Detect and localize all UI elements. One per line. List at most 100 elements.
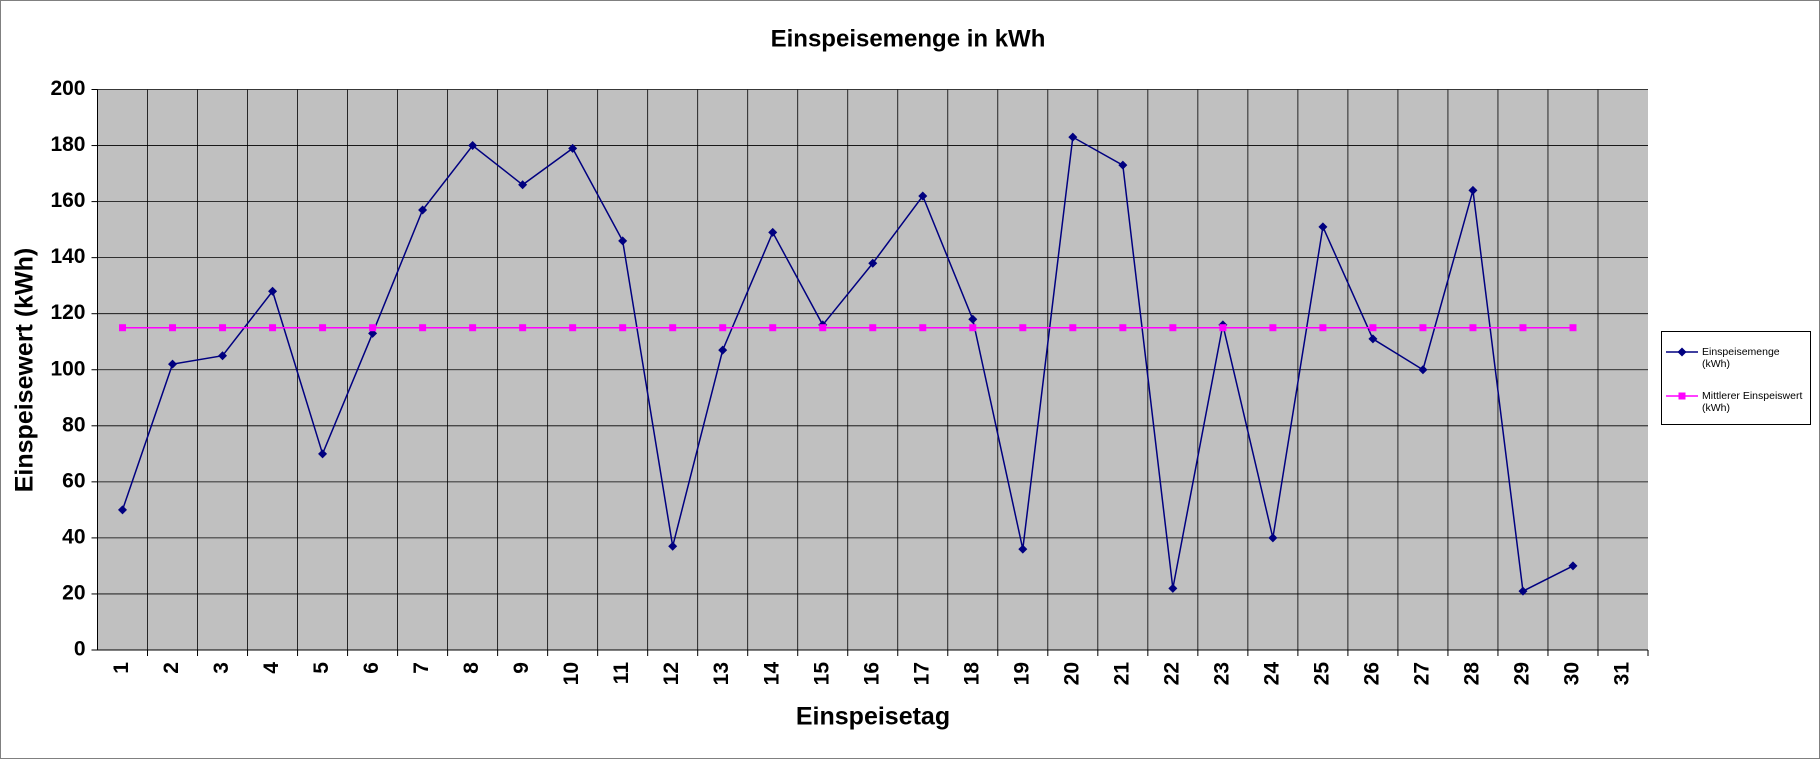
marker (969, 324, 977, 332)
marker (318, 449, 328, 459)
x-tick-label: 6 (360, 662, 383, 674)
marker (1468, 185, 1478, 195)
x-tick-label: 5 (310, 662, 333, 674)
x-tick-label: 17 (910, 662, 933, 685)
y-tick-label: 140 (50, 245, 85, 268)
marker (1418, 365, 1428, 375)
y-tick-label: 100 (50, 357, 85, 380)
x-tick-label: 25 (1310, 662, 1333, 686)
y-tick-label: 80 (62, 413, 85, 436)
x-tick-label: 31 (1611, 662, 1634, 686)
x-tick-label: 8 (460, 662, 483, 674)
y-tick-label: 60 (62, 469, 85, 492)
y-tick-label: 20 (62, 581, 85, 604)
x-tick-label: 26 (1360, 662, 1383, 685)
x-tick-label: 22 (1160, 662, 1183, 685)
marker (269, 324, 277, 332)
marker (119, 324, 127, 332)
y-tick-label: 200 (50, 77, 85, 100)
marker (1568, 561, 1578, 571)
x-tick-label: 16 (860, 662, 883, 685)
legend-label: Mittlerer Einspeiswert (kWh) (1702, 390, 1803, 414)
x-tick-label: 4 (260, 662, 283, 674)
marker (1319, 324, 1327, 332)
x-tick-label: 7 (410, 662, 433, 674)
y-tick-label: 120 (50, 301, 85, 324)
marker (518, 180, 528, 190)
legend: Einspeisemenge (kWh) Mittlerer Einspeiswe… (1661, 331, 1811, 425)
marker (1369, 324, 1377, 332)
marker (668, 541, 678, 551)
marker (618, 236, 628, 246)
y-tick-label: 40 (62, 525, 85, 548)
legend-symbol (1666, 392, 1698, 400)
marker (219, 324, 227, 332)
marker (118, 505, 128, 515)
marker (1368, 334, 1378, 344)
marker (218, 351, 228, 361)
y-axis-label: Einspeisewert (kWh) (11, 248, 39, 493)
marker (1469, 324, 1477, 332)
marker (1168, 583, 1178, 593)
x-tick-label: 10 (560, 662, 583, 685)
marker (1268, 533, 1278, 543)
marker (319, 324, 327, 332)
legend-symbol (1666, 347, 1698, 357)
series-line (121, 135, 1574, 593)
marker (718, 345, 728, 355)
marker (268, 286, 278, 296)
x-tick-label: 27 (1410, 662, 1433, 685)
x-axis-label: Einspeisetag (796, 703, 950, 731)
y-tick-label: 180 (50, 133, 85, 156)
x-tick-label: 23 (1210, 662, 1233, 685)
marker (1678, 392, 1686, 400)
marker (919, 324, 927, 332)
marker (1519, 324, 1527, 332)
marker (1118, 160, 1128, 170)
marker (619, 324, 627, 332)
marker (1068, 132, 1078, 142)
x-tick-label: 29 (1511, 662, 1534, 685)
marker (1119, 324, 1127, 332)
marker (519, 324, 527, 332)
x-tick-label: 18 (960, 662, 983, 686)
marker (469, 324, 477, 332)
marker (418, 205, 428, 215)
marker (369, 324, 377, 332)
x-tick-label: 3 (210, 662, 233, 674)
marker (468, 141, 478, 151)
legend-label: Einspeisemenge (kWh) (1702, 346, 1780, 370)
marker (169, 324, 177, 332)
x-tick-label: 21 (1110, 662, 1133, 686)
marker (1518, 586, 1528, 596)
x-tick-label: 12 (660, 662, 683, 685)
marker (669, 324, 677, 332)
marker (569, 324, 577, 332)
marker (168, 359, 178, 369)
x-tick-label: 24 (1260, 662, 1283, 686)
x-tick-label: 13 (710, 662, 733, 685)
marker (819, 324, 827, 332)
x-tick-label: 15 (810, 662, 833, 686)
marker (768, 227, 778, 237)
marker (1569, 324, 1577, 332)
marker (1677, 347, 1687, 357)
x-tick-label: 28 (1460, 662, 1483, 686)
y-tick-label: 160 (50, 189, 85, 212)
x-tick-label: 2 (160, 662, 183, 674)
marker (568, 143, 578, 153)
marker (869, 324, 877, 332)
marker (769, 324, 777, 332)
marker (1219, 324, 1227, 332)
marker (968, 314, 978, 324)
marker (1318, 222, 1328, 232)
x-tick-label: 30 (1561, 662, 1584, 685)
x-tick-label: 1 (110, 662, 133, 674)
marker (868, 258, 878, 268)
marker (419, 324, 427, 332)
marker (1018, 544, 1028, 554)
marker (1269, 324, 1277, 332)
marker (1019, 324, 1027, 332)
